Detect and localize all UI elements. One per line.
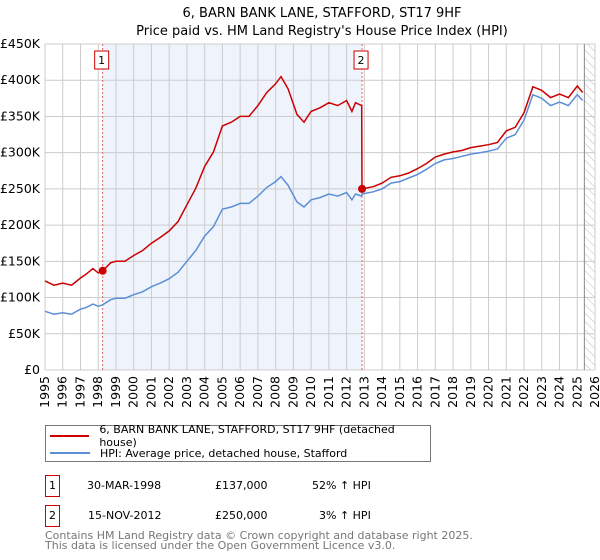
- y-tick-label: £400K: [0, 72, 41, 87]
- x-tick-label: 2009: [285, 376, 300, 408]
- sale-price: £250,000: [215, 509, 268, 522]
- sale-badge: 2: [45, 505, 60, 527]
- x-tick-label: 2023: [534, 376, 549, 408]
- x-tick-label: 2012: [339, 376, 354, 408]
- sale-price: £137,000: [215, 479, 268, 492]
- y-tick-label: £150K: [0, 253, 41, 268]
- x-tick-label: 2021: [498, 376, 513, 408]
- sale-row: 2 15-NOV-2012 £250,000 3% ↑ HPI: [45, 505, 445, 527]
- sale-marker-box: [94, 50, 110, 70]
- x-tick-label: 2004: [197, 376, 212, 408]
- legend-label: HPI: Average price, detached house, Staf…: [100, 446, 348, 460]
- x-tick-label: 2010: [303, 376, 318, 408]
- x-tick-label: 1996: [55, 376, 70, 408]
- property-price-line: [44, 75, 584, 287]
- x-tick-label: 2014: [374, 376, 389, 408]
- y-tick-label: £200K: [0, 217, 41, 232]
- x-tick-label: 1998: [90, 376, 105, 408]
- x-tick-label: 2013: [356, 376, 371, 408]
- sale-date: 15-NOV-2012: [88, 509, 162, 522]
- y-tick-label: £300K: [0, 145, 41, 160]
- x-tick-label: 2011: [321, 376, 336, 408]
- x-tick-label: 2006: [232, 376, 247, 408]
- x-tick-label: 2020: [481, 376, 496, 408]
- x-tick-label: 2003: [179, 376, 194, 408]
- sale-point: [98, 266, 107, 275]
- x-tick-label: 2016: [410, 376, 425, 408]
- x-tick-label: 2025: [569, 376, 584, 408]
- footer-licence: This data is licensed under the Open Gov…: [45, 539, 396, 552]
- footer: Contains HM Land Registry data © Crown c…: [45, 529, 473, 552]
- x-tick-label: 2007: [250, 376, 265, 408]
- legend-item-hpi: HPI: Average price, detached house, Staf…: [50, 445, 347, 461]
- x-tick-label: 2018: [445, 376, 460, 408]
- legend-swatch-blue: [50, 452, 90, 454]
- sale-marker-box: [353, 50, 369, 70]
- x-tick-label: 2000: [126, 376, 141, 408]
- sale-marker-label: 1: [98, 54, 105, 67]
- legend-item-property: 6, BARN BANK LANE, STAFFORD, ST17 9HF (d…: [50, 423, 430, 449]
- legend-label: 6, BARN BANK LANE, STAFFORD, ST17 9HF (d…: [99, 423, 395, 449]
- sale-row: 1 30-MAR-1998 £137,000 52% ↑ HPI: [45, 475, 445, 497]
- x-tick-label: 2008: [268, 376, 283, 408]
- y-tick-label: £350K: [0, 108, 41, 123]
- footer-copyright: Contains HM Land Registry data © Crown c…: [45, 529, 473, 542]
- price-chart: 6, BARN BANK LANE, STAFFORD, ST17 9HF Pr…: [0, 6, 600, 408]
- hpi-line: [44, 93, 584, 315]
- y-tick-label: £250K: [0, 181, 41, 196]
- x-tick-label: 2019: [463, 376, 478, 408]
- legend: 6, BARN BANK LANE, STAFFORD, ST17 9HF (d…: [45, 423, 431, 462]
- x-tick-label: 2015: [392, 376, 407, 408]
- x-tick-label: 2026: [587, 376, 600, 408]
- sale-point: [358, 184, 367, 193]
- x-tick-label: 2001: [143, 376, 158, 408]
- chart-subtitle: Price paid vs. HM Land Registry's House …: [136, 24, 508, 39]
- legend-swatch-red: [50, 435, 90, 437]
- sale-hpi-diff: 52% ↑ HPI: [312, 479, 371, 492]
- sale-badge: 1: [45, 475, 60, 497]
- y-tick-label: £100K: [0, 290, 41, 305]
- chart-title: 6, BARN BANK LANE, STAFFORD, ST17 9HF: [182, 6, 461, 21]
- hatched-region: [584, 44, 595, 370]
- y-tick-label: £450K: [0, 36, 41, 51]
- x-tick-label: 2024: [552, 376, 567, 408]
- sale-marker-label: 2: [358, 54, 365, 67]
- x-tick-label: 2022: [516, 376, 531, 408]
- x-tick-label: 1997: [72, 376, 87, 408]
- x-tick-label: 1995: [37, 376, 52, 408]
- x-tick-label: 1999: [108, 376, 123, 408]
- x-tick-label: 2002: [161, 376, 176, 408]
- y-tick-label: £0: [24, 362, 40, 377]
- sale-date: 30-MAR-1998: [87, 479, 162, 492]
- sale-hpi-diff: 3% ↑ HPI: [319, 509, 371, 522]
- x-tick-label: 2005: [214, 376, 229, 408]
- x-tick-label: 2017: [427, 376, 442, 408]
- y-tick-label: £50K: [8, 326, 41, 341]
